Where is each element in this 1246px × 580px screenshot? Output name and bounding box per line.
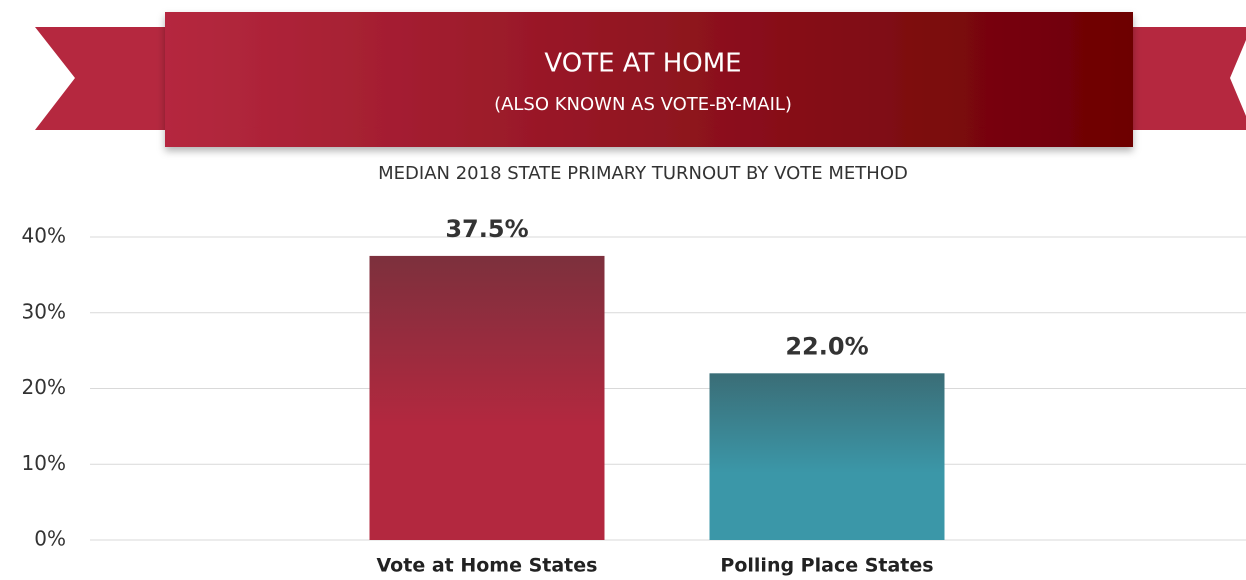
value-label: 37.5% (445, 215, 528, 243)
y-tick-label: 0% (34, 527, 66, 551)
chart-title: MEDIAN 2018 STATE PRIMARY TURNOUT BY VOT… (378, 163, 908, 184)
banner: VOTE AT HOME (ALSO KNOWN AS VOTE-BY-MAIL… (35, 12, 1246, 147)
y-tick-label: 30% (22, 299, 66, 323)
y-tick-label: 20% (22, 375, 66, 399)
ribbon-notch (1230, 40, 1246, 116)
banner-body (165, 12, 1133, 147)
banner-title: VOTE AT HOME (544, 49, 741, 79)
ribbon-tail-left (35, 27, 200, 130)
ribbon-tail-right (1100, 27, 1246, 130)
bar (369, 255, 605, 540)
y-tick-label: 10% (22, 451, 66, 475)
bar (709, 373, 945, 540)
banner-subtitle: (ALSO KNOWN AS VOTE-BY-MAIL) (494, 94, 792, 115)
x-tick-label: Vote at Home States (377, 555, 598, 577)
value-label: 22.0% (785, 332, 868, 360)
x-tick-label: Polling Place States (720, 555, 933, 577)
y-tick-label: 40% (22, 224, 66, 248)
